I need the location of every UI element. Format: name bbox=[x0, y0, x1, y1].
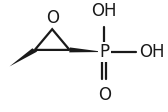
Text: O: O bbox=[46, 9, 59, 27]
Polygon shape bbox=[69, 47, 104, 52]
Text: P: P bbox=[99, 43, 109, 61]
Text: O: O bbox=[98, 86, 111, 104]
Text: OH: OH bbox=[139, 43, 165, 61]
Polygon shape bbox=[9, 48, 37, 66]
Text: OH: OH bbox=[92, 2, 117, 20]
